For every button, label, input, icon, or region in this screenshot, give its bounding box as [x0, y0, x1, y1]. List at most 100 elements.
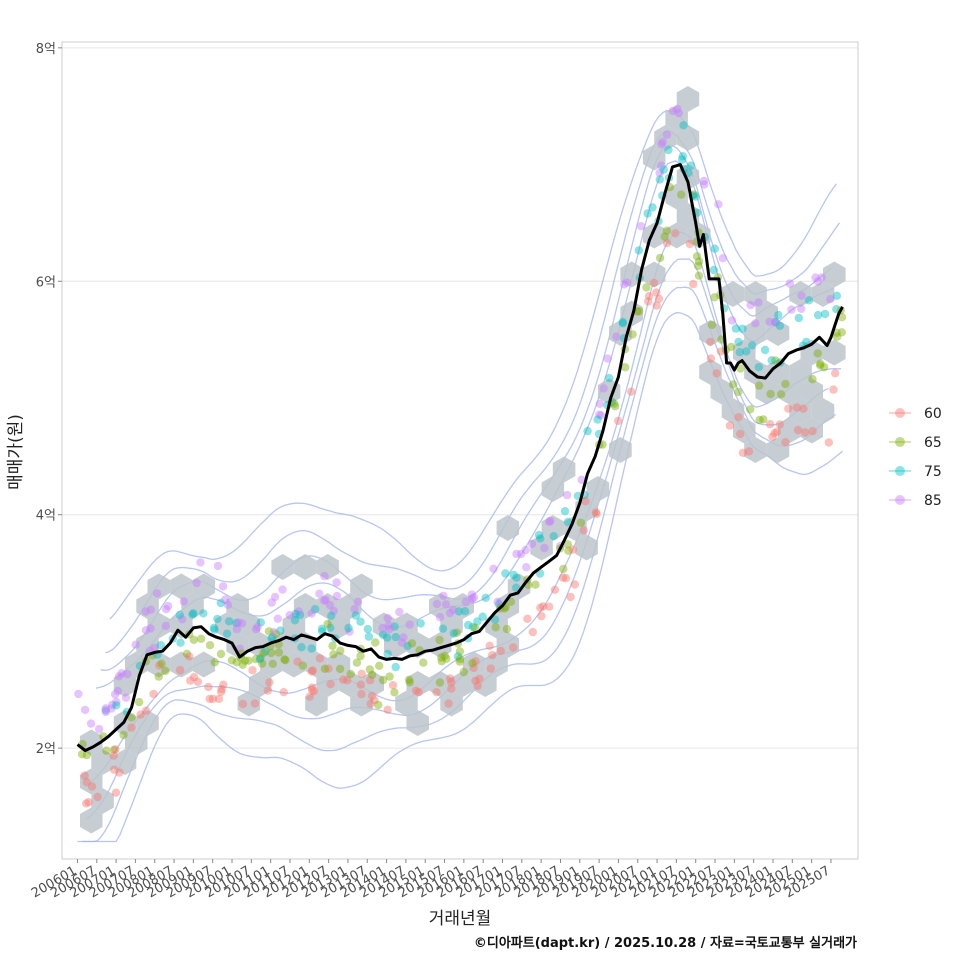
scatter-point: [692, 252, 702, 261]
scatter-point: [652, 301, 661, 310]
scatter-point: [435, 635, 444, 645]
scatter-point: [655, 175, 664, 184]
scatter-point: [710, 293, 719, 302]
scatter-point: [657, 140, 666, 149]
scatter-point: [395, 607, 404, 617]
hexbin-cell: [789, 398, 812, 424]
hexbin-cell: [136, 710, 159, 736]
scatter-point: [738, 448, 748, 457]
scatter-point: [216, 598, 225, 608]
scatter-point: [583, 426, 592, 436]
scatter-point: [307, 683, 317, 692]
scatter-point: [469, 593, 479, 602]
scatter-point: [370, 696, 379, 705]
hexbin-cell: [541, 515, 565, 541]
scatter-point: [491, 623, 500, 632]
scatter-point: [205, 694, 214, 704]
hexbin-cell: [260, 651, 283, 678]
hexbin-cell: [237, 690, 261, 717]
scatter-point: [706, 354, 716, 363]
scatter-point: [214, 694, 224, 704]
scatter-point: [375, 661, 384, 670]
scatter-point: [469, 663, 478, 673]
scatter-point: [612, 332, 621, 341]
hexbin-cell: [113, 749, 137, 775]
hexbin-cell: [271, 554, 294, 580]
scatter-point: [185, 652, 194, 661]
scatter-point: [605, 373, 614, 383]
scatter-point: [182, 649, 192, 658]
scatter-point: [824, 438, 833, 447]
scatter-point: [399, 633, 408, 642]
scatter-point: [329, 650, 338, 659]
hexbin-cell: [406, 710, 429, 736]
scatter-point: [671, 229, 680, 238]
hexbin-cell: [642, 144, 666, 171]
y-tick-label: 6억: [36, 275, 56, 290]
scatter-point: [405, 620, 414, 629]
scatter-point: [109, 745, 119, 754]
scatter-point: [351, 611, 361, 620]
legend-label: 85: [924, 493, 942, 509]
scatter-point: [213, 614, 222, 624]
scatter-point: [388, 681, 398, 690]
scatter-point: [232, 624, 242, 634]
hexbin-cell: [609, 437, 632, 463]
y-axis-ticks: 2억 4억 6억 8억: [36, 42, 62, 757]
scatter-point: [115, 768, 124, 777]
scatter-point: [307, 667, 316, 676]
scatter-point: [536, 534, 545, 543]
scatter-point: [307, 609, 316, 618]
scatter-point: [274, 648, 284, 657]
hexbin-cell: [395, 690, 418, 717]
scatter-point: [407, 639, 417, 648]
scatter-point: [455, 657, 464, 666]
scatter-point: [832, 332, 842, 341]
scatter-point: [550, 585, 560, 594]
scatter-point: [694, 271, 704, 280]
trend-line: [76, 163, 844, 752]
scatter-point: [731, 324, 741, 333]
scatter-point: [111, 745, 120, 754]
scatter-point: [141, 626, 151, 635]
scatter-point: [238, 699, 248, 709]
scatter-point: [642, 283, 651, 292]
scatter-point: [464, 620, 473, 630]
scatter-point: [255, 655, 265, 664]
hexbin-cell: [733, 417, 756, 444]
hexbin-cell: [766, 320, 790, 346]
scatter-point: [278, 585, 287, 594]
scatter-point: [111, 788, 121, 797]
scatter-point: [293, 657, 302, 666]
scatter-point: [621, 363, 630, 372]
scatter-point: [146, 624, 155, 633]
scatter-point: [522, 563, 531, 572]
hexbin-cell: [496, 515, 520, 541]
scatter-point: [136, 710, 145, 719]
scatter-point: [811, 273, 820, 282]
scatter-point: [439, 591, 448, 600]
scatter-point: [534, 530, 544, 540]
scatter-point: [655, 253, 665, 263]
scatter-point: [771, 356, 780, 365]
scatter-point: [570, 580, 579, 589]
scatter-point: [709, 265, 718, 275]
scatter-point: [785, 279, 794, 288]
scatter-point: [799, 404, 808, 413]
scatter-point: [119, 730, 128, 740]
scatter-point: [320, 596, 329, 605]
scatter-point: [161, 666, 170, 676]
density-contour: [90, 231, 841, 783]
scatter-point: [323, 619, 332, 629]
scatter-point: [442, 654, 451, 663]
scatter-point: [467, 594, 477, 604]
scatter-point: [658, 137, 667, 147]
scatter-point: [152, 589, 162, 598]
scatter-point: [527, 539, 537, 549]
scatter-point: [564, 546, 573, 555]
scatter-point: [831, 369, 840, 378]
scatter-point: [768, 432, 777, 442]
scatter-point: [734, 413, 743, 422]
scatter-point: [775, 420, 784, 429]
scatter-point: [662, 130, 672, 139]
